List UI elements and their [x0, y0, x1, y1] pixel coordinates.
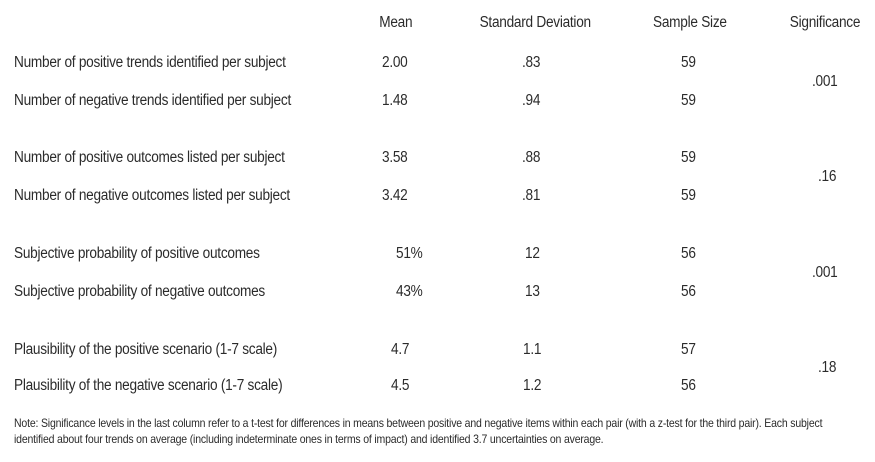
- cell-sample-size: 56: [681, 283, 696, 300]
- row-label: Number of negative trends identified per…: [14, 92, 291, 109]
- table-note: Note: Significance levels in the last co…: [14, 416, 823, 446]
- header-mean: Mean: [379, 14, 413, 31]
- cell-significance: .16: [818, 168, 837, 185]
- cell-sd: 1.2: [523, 377, 542, 394]
- row-label: Subjective probability of negative outco…: [14, 283, 265, 300]
- row-label: Number of positive outcomes listed per s…: [14, 149, 285, 166]
- cell-mean: 3.58: [382, 149, 408, 166]
- cell-sample-size: 59: [681, 187, 696, 204]
- row-label: Number of negative outcomes listed per s…: [14, 187, 290, 204]
- cell-sd: .88: [522, 149, 541, 166]
- header-sample-size: Sample Size: [653, 14, 727, 31]
- cell-significance: .001: [812, 264, 838, 281]
- header-significance: Significance: [789, 14, 861, 31]
- cell-sd: 1.1: [523, 341, 542, 358]
- cell-significance: .18: [818, 359, 837, 376]
- cell-mean: 43%: [396, 283, 423, 300]
- cell-sample-size: 59: [681, 54, 696, 71]
- row-label: Plausibility of the negative scenario (1…: [14, 377, 283, 394]
- cell-mean: 2.00: [382, 54, 408, 71]
- cell-sample-size: 56: [681, 245, 696, 262]
- cell-sd: .81: [522, 187, 541, 204]
- cell-mean: 3.42: [382, 187, 408, 204]
- cell-sample-size: 59: [681, 149, 696, 166]
- cell-sample-size: 57: [681, 341, 696, 358]
- cell-sample-size: 59: [681, 92, 696, 109]
- cell-mean: 51%: [396, 245, 423, 262]
- cell-mean: 4.5: [391, 377, 410, 394]
- cell-mean: 1.48: [382, 92, 408, 109]
- cell-sd: 12: [525, 245, 540, 262]
- row-label: Subjective probability of positive outco…: [14, 245, 260, 262]
- cell-mean: 4.7: [391, 341, 410, 358]
- cell-sd: .83: [522, 54, 541, 71]
- row-label: Plausibility of the positive scenario (1…: [14, 341, 278, 358]
- cell-sd: 13: [525, 283, 540, 300]
- row-label: Number of positive trends identified per…: [14, 54, 286, 71]
- header-standard-deviation: Standard Deviation: [479, 14, 591, 31]
- cell-sd: .94: [522, 92, 541, 109]
- cell-significance: .001: [812, 73, 838, 90]
- cell-sample-size: 56: [681, 377, 696, 394]
